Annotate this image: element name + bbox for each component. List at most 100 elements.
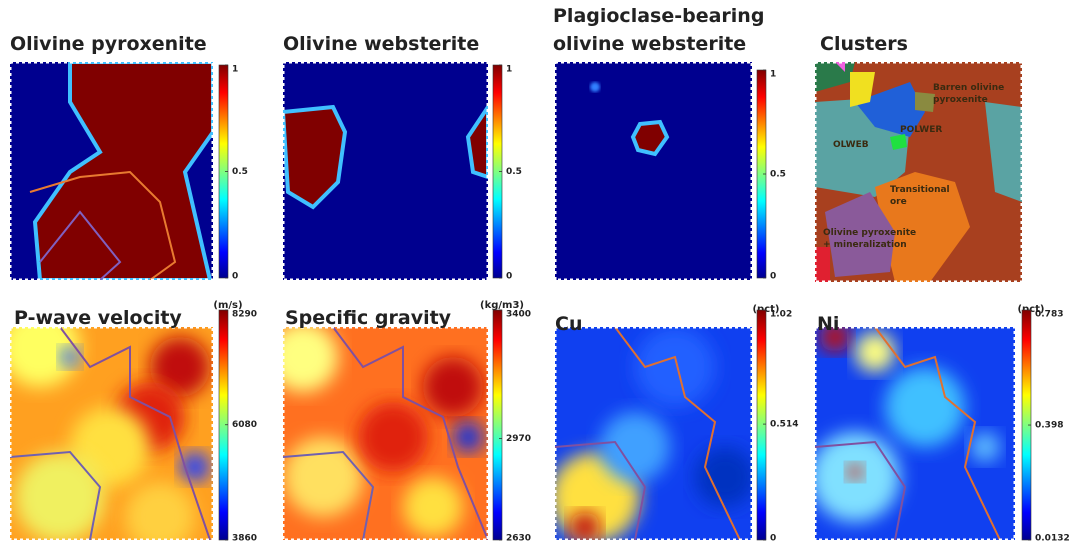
heat-blob (10, 327, 80, 387)
panel: Barren olivine pyroxenite OLWEB POLWER Trans… (813, 33, 1024, 284)
colorbar-tick-label: 0.514 (770, 420, 798, 430)
cluster (850, 72, 875, 107)
colorbar (492, 309, 503, 541)
panel-title: P-wave velocity (14, 307, 182, 329)
heat-blob (15, 452, 105, 540)
cluster (825, 192, 895, 277)
cluster (815, 247, 830, 282)
cluster-boundary (10, 450, 102, 540)
heat-blob (847, 464, 863, 480)
colorbar-tick-label: 0 (232, 272, 238, 282)
cluster-boundary (59, 327, 211, 540)
som-map (283, 327, 488, 540)
unit-label: (pct) (752, 304, 779, 315)
map-bg (555, 62, 752, 280)
unit-label: (kg/m3) (480, 300, 524, 311)
colorbar-tick-label: 3860 (232, 534, 257, 544)
heat-blob (695, 447, 752, 507)
heat-blob (358, 402, 428, 472)
map-border (813, 325, 1017, 542)
map-border (8, 60, 215, 282)
map-border (553, 325, 754, 542)
high-zone (630, 119, 670, 157)
colorbar-tick-label: 0 (506, 272, 512, 282)
colorbar-tick-label: 2630 (506, 534, 531, 544)
panel: P-wave velocity (m/s) 3860 6080 8290 (8, 300, 257, 544)
colorbar (756, 309, 767, 541)
som-map (555, 62, 752, 280)
panel-title: Clusters (820, 33, 908, 55)
heat-blob (403, 477, 463, 537)
unit-label: (m/s) (213, 300, 242, 311)
colorbar-tick-label: 0.783 (1035, 310, 1063, 320)
panel-title: olivine websterite (553, 33, 746, 55)
cluster-label: OLWEB (833, 140, 869, 150)
panel-title: Ni (817, 313, 839, 335)
heat-blob (150, 337, 210, 397)
colorbar-tick-label: 6080 (232, 420, 257, 430)
colorbar-tick-label: 0 (770, 272, 776, 282)
cluster-boundary (29, 170, 177, 280)
cluster-boundary (332, 327, 488, 540)
cluster (855, 82, 925, 137)
heat-blob (453, 422, 483, 452)
heat-blob (60, 347, 80, 367)
colorbar-tick-label: 0 (770, 534, 776, 544)
colorbar-tick-label: 0.5 (770, 170, 786, 180)
cluster-label: pyroxenite (933, 95, 988, 105)
cluster-boundary (874, 327, 1001, 540)
heat-blob (820, 327, 850, 352)
colorbar-tick-label: 0.5 (506, 167, 522, 177)
colorbar-tick-label: 0.5 (232, 167, 248, 177)
heat-blob (125, 482, 195, 540)
heat-blob (600, 412, 670, 482)
map-border (281, 60, 490, 282)
cluster (835, 62, 845, 72)
panel: Olivine pyroxenite 0 0.5 1 (8, 33, 248, 282)
cluster-label: Transitional (890, 185, 950, 195)
som-map (555, 327, 752, 540)
heat-blob (970, 432, 1000, 462)
som-map (10, 327, 213, 540)
map-border (553, 60, 754, 282)
som-map (815, 327, 1015, 540)
high-zone (32, 62, 213, 280)
cluster-label: + mineralization (823, 240, 907, 250)
panel-title: Olivine websterite (283, 33, 479, 55)
heat-blob (885, 367, 965, 447)
cluster-boundary (815, 440, 907, 540)
colorbar-tick-label: 0.398 (1035, 421, 1063, 431)
low-blob (590, 82, 600, 92)
panel: Ni (pct) 0.0132 0.398 0.783 (813, 304, 1069, 544)
map-border (813, 60, 1024, 284)
panel-title: Plagioclase-bearing (553, 5, 764, 27)
colorbar-tick-label: 1 (232, 65, 238, 75)
unit-label: (pct) (1017, 304, 1044, 315)
map-border (281, 325, 490, 542)
cluster (890, 134, 907, 150)
heat-blob (855, 332, 895, 372)
som-map (283, 62, 488, 280)
panel-title: Specific gravity (285, 307, 452, 329)
heat-blob (283, 327, 338, 392)
cluster (875, 172, 970, 282)
colorbar-tick-label: 0.0132 (1035, 534, 1069, 544)
high-zone (283, 104, 348, 210)
cluster-label: POLWER (900, 125, 942, 135)
colorbar-tick-label: 1 (770, 70, 776, 80)
cluster-label: Barren olivine (933, 83, 1004, 93)
panel: Specific gravity (kg/m3) 2630 2970 3400 (281, 300, 531, 544)
cluster-boundary (555, 440, 647, 540)
cluster (915, 92, 935, 112)
cluster-boundary (283, 450, 375, 540)
cluster-label: ore (890, 197, 907, 207)
som-map (10, 62, 213, 280)
colorbar-tick-label: 8290 (232, 310, 257, 320)
colorbar-tick-label: 2970 (506, 434, 531, 444)
colorbar-tick-label: 3400 (506, 310, 531, 320)
cluster-label: Olivine pyroxenite (823, 228, 916, 238)
panel: Plagioclase-bearing olivine websterite 0 0.… (553, 5, 786, 282)
cluster-boundary (614, 327, 741, 540)
panel-title: Olivine pyroxenite (10, 33, 207, 55)
